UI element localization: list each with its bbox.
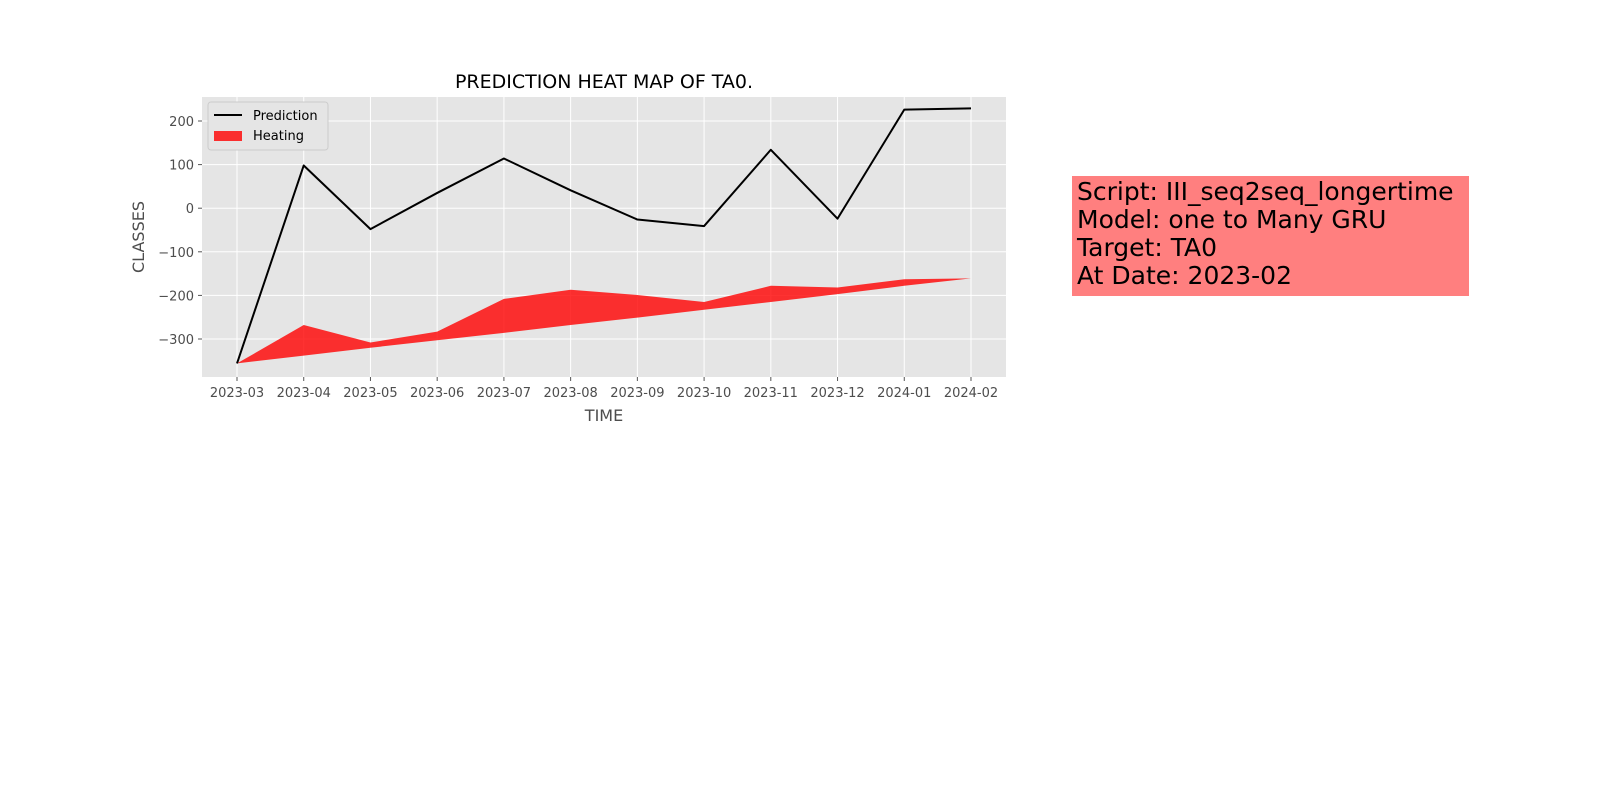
x-tick-label: 2023-08: [543, 386, 597, 401]
heating-area: [237, 278, 971, 364]
legend-heating-swatch: [214, 131, 242, 141]
info-script: Script: III_seq2seq_longertime: [1077, 177, 1454, 206]
info-model: Model: one to Many GRU: [1077, 205, 1387, 234]
y-axis-ticks: 200 100 0 −100 −200 −300: [158, 115, 202, 348]
legend-heating-label: Heating: [253, 129, 304, 144]
plot-area: [202, 97, 1006, 377]
x-tick-label: 2023-05: [343, 386, 397, 401]
x-tick-label: 2023-04: [277, 386, 331, 401]
y-tick-label: 100: [169, 159, 194, 174]
grid-lines: [202, 97, 1006, 377]
x-tick-label: 2023-07: [477, 386, 531, 401]
y-tick-label: −100: [158, 246, 194, 261]
x-tick-label: 2024-02: [944, 386, 998, 401]
info-date: At Date: 2023-02: [1077, 261, 1292, 290]
y-tick-label: −200: [158, 289, 194, 304]
chart-title: PREDICTION HEAT MAP OF TA0.: [455, 71, 753, 93]
legend: Prediction Heating: [207, 101, 329, 151]
x-tick-label: 2024-01: [877, 386, 931, 401]
x-tick-label: 2023-11: [744, 386, 798, 401]
y-tick-label: −300: [158, 333, 194, 348]
x-axis-label: TIME: [584, 406, 623, 425]
info-target: Target: TA0: [1077, 233, 1218, 262]
legend-prediction-label: Prediction: [253, 109, 318, 124]
y-tick-label: 200: [169, 115, 194, 130]
chart-marks: [236, 107, 972, 364]
info-box: Script: III_seq2seq_longertime Model: on…: [1072, 176, 1469, 296]
x-tick-label: 2023-06: [410, 386, 464, 401]
x-tick-label: 2023-09: [610, 386, 664, 401]
x-tick-label: 2023-10: [677, 386, 731, 401]
x-axis-ticks: 2023-03 2023-04 2023-05 2023-06 2023-07 2023-…: [210, 377, 998, 401]
prediction-line: [236, 107, 972, 364]
y-tick-label: 0: [186, 202, 194, 217]
x-tick-label: 2023-03: [210, 386, 264, 401]
x-tick-label: 2023-12: [810, 386, 864, 401]
y-axis-label: CLASSES: [129, 201, 148, 273]
